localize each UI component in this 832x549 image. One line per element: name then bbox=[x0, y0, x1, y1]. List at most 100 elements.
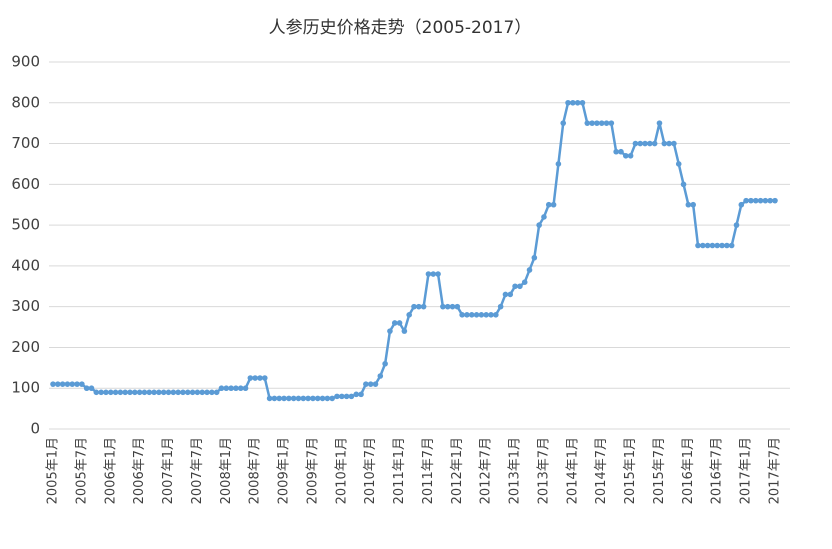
point bbox=[377, 373, 384, 379]
point bbox=[88, 385, 95, 392]
x-tick-label: 2010年1月 bbox=[334, 437, 349, 504]
point bbox=[98, 389, 104, 396]
x-tick-label: 2008年7月 bbox=[248, 437, 263, 504]
point bbox=[637, 140, 644, 147]
x-tick-label: 2014年7月 bbox=[594, 437, 609, 504]
y-tick-label: 200 bbox=[11, 338, 40, 356]
point bbox=[382, 360, 388, 367]
point bbox=[305, 395, 311, 402]
point bbox=[517, 283, 523, 290]
point bbox=[738, 201, 745, 208]
y-tick-label: 400 bbox=[11, 256, 40, 274]
point bbox=[493, 312, 499, 318]
point bbox=[700, 242, 706, 249]
point bbox=[560, 120, 567, 126]
y-tick-label: 700 bbox=[11, 134, 40, 152]
x-tick-label: 2007年1月 bbox=[161, 437, 176, 504]
point bbox=[257, 375, 263, 381]
point bbox=[440, 303, 446, 310]
x-tick-label: 2016年7月 bbox=[710, 437, 725, 504]
point bbox=[748, 197, 754, 204]
point bbox=[107, 389, 114, 396]
point bbox=[435, 271, 441, 277]
point bbox=[156, 389, 162, 396]
point bbox=[64, 381, 71, 387]
point bbox=[209, 389, 215, 396]
point bbox=[319, 395, 326, 402]
x-tick-label: 2008年1月 bbox=[219, 437, 234, 504]
point bbox=[608, 120, 615, 126]
point bbox=[339, 393, 345, 400]
y-tick-label: 100 bbox=[11, 379, 40, 397]
point bbox=[690, 201, 696, 208]
point bbox=[74, 381, 80, 387]
point bbox=[545, 201, 552, 208]
point bbox=[314, 395, 321, 402]
point bbox=[536, 222, 542, 228]
point bbox=[671, 140, 677, 147]
y-tick-label: 800 bbox=[11, 93, 40, 111]
point bbox=[165, 389, 172, 396]
x-tick-label: 2013年1月 bbox=[508, 437, 523, 504]
point bbox=[459, 312, 465, 318]
point bbox=[396, 320, 403, 326]
x-tick-label: 2011年1月 bbox=[392, 437, 407, 504]
point bbox=[290, 395, 297, 402]
point bbox=[497, 303, 504, 310]
point bbox=[695, 242, 701, 249]
point bbox=[310, 395, 316, 402]
point bbox=[146, 389, 153, 396]
point bbox=[420, 303, 427, 310]
y-tick-label: 500 bbox=[11, 216, 40, 234]
point bbox=[675, 161, 682, 167]
point bbox=[772, 197, 778, 204]
point bbox=[502, 291, 509, 298]
point bbox=[704, 242, 711, 249]
x-tick-label: 2017年7月 bbox=[768, 437, 783, 504]
point bbox=[223, 385, 230, 392]
y-tick-label: 0 bbox=[30, 420, 40, 438]
point bbox=[103, 389, 109, 396]
point bbox=[464, 312, 470, 318]
point bbox=[406, 312, 412, 318]
x-tick-label: 2009年7月 bbox=[305, 437, 320, 504]
x-tick-label: 2012年7月 bbox=[479, 437, 494, 504]
point bbox=[329, 395, 335, 402]
point bbox=[218, 385, 225, 392]
point bbox=[454, 303, 461, 310]
point bbox=[473, 312, 480, 318]
point bbox=[83, 385, 90, 392]
point bbox=[579, 99, 586, 106]
x-tick-label: 2013年7月 bbox=[536, 437, 551, 504]
point bbox=[555, 161, 562, 167]
point bbox=[416, 303, 422, 310]
point bbox=[478, 312, 485, 318]
point bbox=[632, 140, 639, 147]
point bbox=[449, 303, 456, 310]
point bbox=[252, 375, 258, 381]
point bbox=[276, 395, 283, 402]
point bbox=[728, 242, 735, 249]
point bbox=[122, 389, 128, 396]
x-tick-label: 2015年1月 bbox=[623, 437, 638, 504]
point bbox=[507, 291, 514, 298]
point bbox=[261, 375, 268, 381]
point bbox=[237, 385, 244, 392]
point bbox=[184, 389, 191, 396]
point bbox=[521, 279, 528, 286]
point bbox=[348, 393, 355, 400]
point bbox=[50, 381, 56, 387]
point bbox=[300, 395, 307, 402]
point bbox=[411, 303, 417, 310]
x-tick-label: 2012年1月 bbox=[450, 437, 465, 504]
y-tick-label: 900 bbox=[11, 53, 40, 71]
point bbox=[603, 120, 610, 126]
point bbox=[189, 389, 196, 396]
x-tick-label: 2017年1月 bbox=[739, 437, 754, 504]
point bbox=[213, 389, 220, 396]
point bbox=[757, 197, 764, 204]
point bbox=[680, 181, 687, 188]
point bbox=[391, 320, 398, 326]
point bbox=[69, 381, 76, 387]
